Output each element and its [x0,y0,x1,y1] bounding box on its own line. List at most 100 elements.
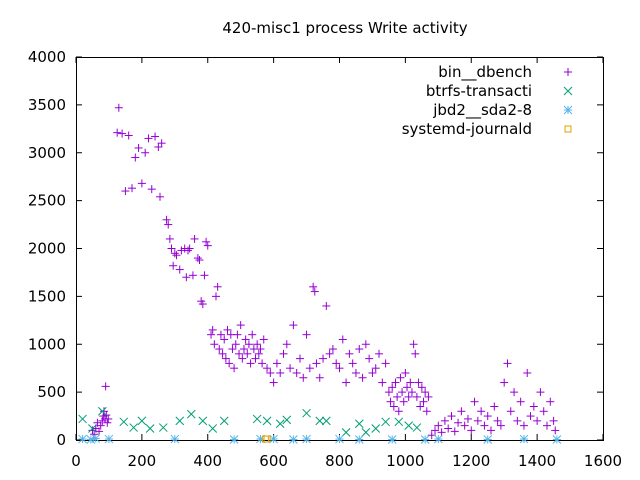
x-tick-label: 200 [128,452,157,470]
data-point [97,406,107,416]
data-point [302,434,311,444]
data-point [175,265,184,274]
data-point [411,349,420,358]
x-tick-label: 400 [193,452,222,470]
data-point [253,340,262,349]
data-point [388,383,397,392]
data-point [409,340,418,349]
data-point [158,423,168,432]
data-point [96,421,105,430]
data-point [127,184,136,193]
data-point [172,251,181,260]
data-point [251,354,260,363]
y-tick-label: 1500 [28,287,66,305]
data-point [421,388,430,397]
data-point [387,435,397,444]
data-point [420,435,430,444]
data-point [210,340,219,349]
data-point [170,249,179,258]
data-point [162,215,171,224]
legend: bin__dbenchbtrfs-transactijbd2__sda2-8sy… [402,63,573,138]
data-point [365,354,374,363]
x-tick-label: 1400 [518,452,556,470]
data-point [361,427,371,437]
data-point [219,416,229,426]
data-point [487,426,496,435]
data-point [437,428,446,437]
data-point [170,434,180,444]
data-point [198,300,207,309]
data-point [216,330,225,339]
data-point [338,335,347,344]
data-point [266,368,275,377]
data-point [88,426,97,435]
data-point [381,417,390,427]
data-point [248,330,257,339]
data-point [394,417,404,427]
data-point [321,416,331,426]
data-point [164,220,173,229]
y-tick-label: 2500 [28,192,66,210]
data-point [335,364,344,373]
data-point [289,321,298,330]
data-point [169,261,178,270]
data-point [220,335,229,344]
data-point [454,418,463,427]
y-tick-label: 4000 [28,48,66,66]
data-point [406,378,415,387]
data-point [246,359,255,368]
data-point [207,330,216,339]
data-point [401,368,410,377]
data-point [378,378,387,387]
data-point [188,271,197,280]
data-point [355,345,364,354]
chart-title: 420-misc1 process Write activity [222,19,467,37]
data-point [182,273,191,282]
data-point [103,418,112,427]
data-point [233,330,242,339]
data-point [398,388,407,397]
legend-marker [564,68,572,76]
data-point [431,426,440,435]
data-point [407,388,416,397]
data-point [263,435,271,443]
data-point [325,349,334,358]
data-point [259,335,268,344]
data-point [416,402,425,411]
x-tick-label: 800 [325,452,354,470]
data-point [215,345,224,354]
data-point [200,271,209,280]
data-point [256,345,265,354]
data-point [503,359,512,368]
data-point [551,426,560,435]
data-point [463,414,472,423]
data-point [186,409,196,419]
data-point [371,364,380,373]
data-point [279,349,288,358]
legend-marker [563,105,573,115]
data-point [506,407,515,416]
data-point [483,435,493,444]
data-point [457,407,466,416]
data-point [113,128,122,137]
data-point [539,407,548,416]
data-point [480,421,489,430]
data-point [157,139,166,148]
y-tick-label: 500 [37,383,66,401]
data-point [203,241,212,250]
legend-label: jbd2__sda2-8 [432,101,532,120]
data-point [193,254,202,263]
data-point [223,325,232,334]
data-point [275,419,285,429]
data-point [404,421,414,430]
data-point [348,359,357,368]
data-point [384,388,393,397]
data-point [134,143,143,152]
data-point [315,373,324,382]
data-point [332,359,341,368]
data-point [394,407,403,416]
data-point [312,359,321,368]
data-point [91,434,101,443]
data-point [399,397,408,406]
